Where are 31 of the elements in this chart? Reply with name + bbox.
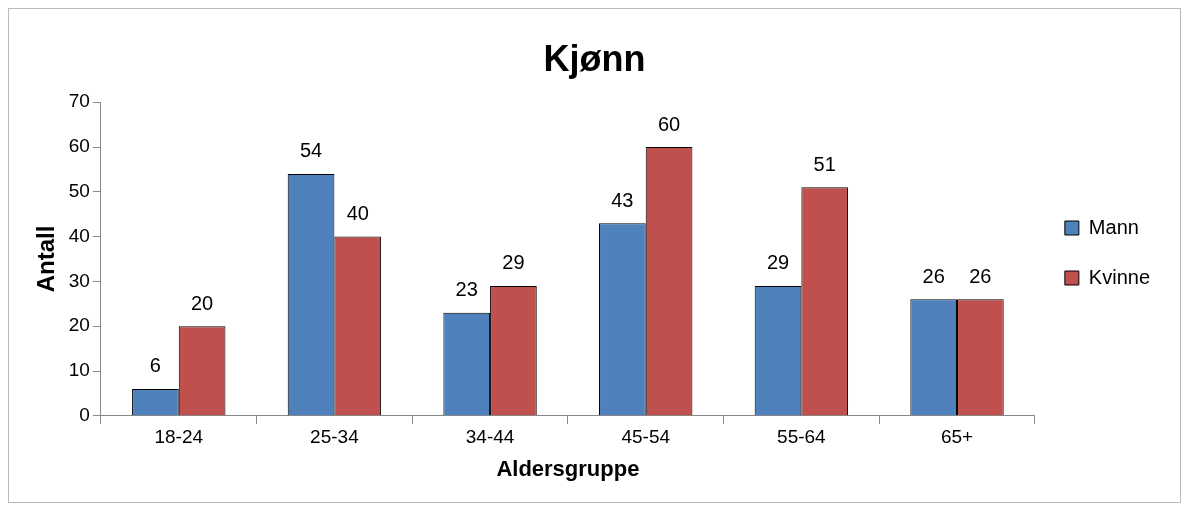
y-tick-label: 40 <box>68 224 90 246</box>
legend-label: Mann <box>1088 215 1139 238</box>
x-tick-label: 65+ <box>940 426 974 448</box>
x-tick-label: 18-24 <box>154 426 204 448</box>
x-tick-label: 25-34 <box>310 426 360 448</box>
data-label: 26 <box>922 264 945 287</box>
x-axis-title: Aldersgruppe <box>496 455 640 481</box>
x-tick-label: 55-64 <box>777 426 827 448</box>
data-label: 29 <box>502 251 525 274</box>
data-label: 43 <box>611 188 634 211</box>
y-tick-label: 60 <box>68 135 90 157</box>
y-tick-label: 30 <box>68 269 90 291</box>
data-label: 51 <box>813 152 836 175</box>
y-tick-label: 50 <box>68 180 90 202</box>
data-label: 26 <box>969 264 992 287</box>
chart-title: Kjønn <box>543 37 646 79</box>
data-label: 23 <box>455 278 478 301</box>
y-tick-label: 20 <box>68 314 90 336</box>
y-axis-title: Antall <box>32 225 60 293</box>
data-label: 6 <box>149 354 161 377</box>
x-tick-label: 34-44 <box>465 426 515 448</box>
x-tick-label: 45-54 <box>621 426 671 448</box>
data-label: 29 <box>766 251 790 274</box>
data-label: 20 <box>190 291 214 314</box>
legend-label: Kvinne <box>1088 265 1150 288</box>
data-label: 40 <box>346 202 369 225</box>
y-tick-label: 10 <box>68 359 90 381</box>
y-tick-label: 0 <box>79 404 90 426</box>
data-label: 60 <box>657 112 681 135</box>
y-tick-label: 70 <box>68 90 90 112</box>
data-label: 54 <box>299 139 323 162</box>
